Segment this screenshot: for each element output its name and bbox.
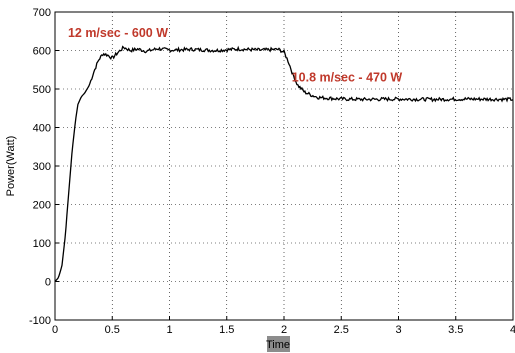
y-tick-label: 500 (33, 84, 51, 96)
power-series-line (54, 45, 514, 282)
y-tick-label: 100 (33, 238, 51, 250)
y-tick-label: 600 (33, 46, 51, 58)
x-axis-label: Time (266, 339, 290, 351)
x-tick-label: 1 (166, 324, 172, 336)
x-tick-label: 0.5 (105, 324, 120, 336)
x-tick-label: 2.5 (334, 324, 349, 336)
annotation-label: 10.8 m/sec - 470 W (292, 70, 403, 84)
grid (55, 12, 513, 320)
annotations: 12 m/sec - 600 W 10.8 m/sec - 470 W (68, 26, 402, 84)
y-tick-label: 400 (33, 123, 51, 135)
plot-frame (54, 11, 514, 321)
y-tick-label: 200 (33, 200, 51, 212)
y-tick-label: 300 (33, 161, 51, 173)
x-tick-label: 4 (510, 324, 515, 336)
y-axis-label: Power(Watt) (5, 136, 17, 197)
x-axis-ticks: 0 0.5 1 1.5 2 2.5 3 3.5 4 (52, 316, 515, 336)
annotation-label: 12 m/sec - 600 W (68, 26, 168, 40)
y-tick-label: -100 (29, 315, 51, 327)
y-tick-label: 700 (33, 7, 51, 19)
x-axis-label-bg (267, 336, 290, 352)
x-tick-label: 3.5 (448, 324, 463, 336)
y-tick-label: 0 (45, 277, 51, 289)
x-tick-label: 3 (395, 324, 401, 336)
y-axis-ticks: -100 0 100 200 300 400 500 600 700 (29, 7, 59, 327)
x-tick-label: 1.5 (219, 324, 234, 336)
x-tick-label: 0 (52, 324, 58, 336)
x-tick-label: 2 (281, 324, 287, 336)
